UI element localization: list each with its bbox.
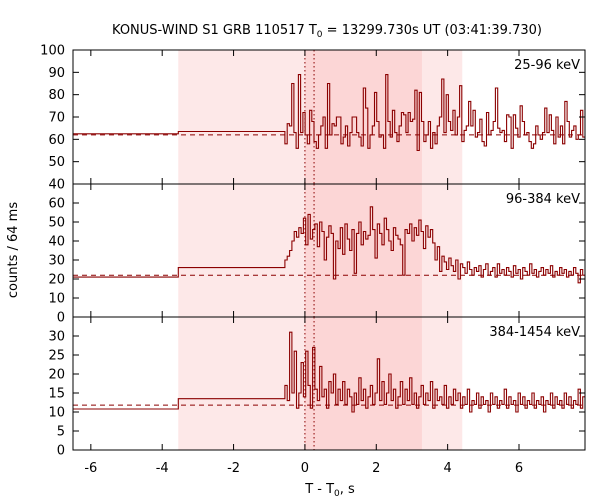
y-tick-label: 20 bbox=[48, 273, 65, 288]
y-tick-label: 90 bbox=[48, 66, 65, 81]
y-tick-label: 70 bbox=[48, 111, 65, 126]
y-tick-label: 60 bbox=[48, 197, 65, 212]
band-label: 384-1454 keV bbox=[489, 325, 580, 340]
y-tick-label: 60 bbox=[48, 133, 65, 148]
panel-1: 40 50 60 70 80 90 100 25-96 keV bbox=[40, 44, 586, 193]
band-label: 96-384 keV bbox=[506, 192, 580, 207]
chart-title: KONUS-WIND S1 GRB 110517 T0 = 13299.730s… bbox=[112, 23, 542, 40]
x-tick-label: 0 bbox=[301, 461, 309, 476]
x-tick-label: -4 bbox=[156, 461, 169, 476]
y-tick-label: 40 bbox=[48, 235, 65, 250]
y-tick-label: 10 bbox=[48, 292, 65, 307]
y-tick-label: 50 bbox=[48, 155, 65, 170]
y-tick-label: 5 bbox=[57, 425, 65, 440]
y-tick-label: 50 bbox=[48, 216, 65, 231]
y-tick-label: 30 bbox=[48, 330, 65, 345]
y-tick-label: 0 bbox=[57, 311, 65, 326]
panel-3: 0 5 10 15 20 25 30 384-1454 keV bbox=[48, 316, 586, 459]
y-tick-label: 40 bbox=[48, 178, 65, 193]
light-curve-series bbox=[73, 74, 585, 152]
x-axis-label: T - T0, s bbox=[304, 482, 355, 499]
y-tick-label: 15 bbox=[48, 387, 65, 402]
y-tick-label: 30 bbox=[48, 254, 65, 269]
light-curve-series bbox=[73, 206, 585, 284]
shaded-region-2 bbox=[304, 184, 422, 317]
light-curve-series bbox=[73, 331, 585, 413]
y-tick-label: 80 bbox=[48, 88, 65, 103]
y-tick-label: 0 bbox=[57, 444, 65, 459]
y-axis-label: counts / 64 ms bbox=[6, 202, 21, 298]
x-tick-label: -6 bbox=[84, 461, 97, 476]
x-tick-label: 4 bbox=[443, 461, 451, 476]
y-tick-label: 100 bbox=[40, 44, 65, 59]
y-tick-label: 20 bbox=[48, 368, 65, 383]
x-tick-label: 2 bbox=[372, 461, 380, 476]
panel-frame bbox=[72, 316, 586, 451]
y-tick-label: 25 bbox=[48, 349, 65, 364]
x-tick-label: 6 bbox=[515, 461, 523, 476]
x-tick-label: -2 bbox=[227, 461, 240, 476]
band-label: 25-96 keV bbox=[514, 58, 580, 73]
panel-2: 0 10 20 30 40 50 60 96-384 keV bbox=[48, 183, 586, 326]
shaded-region-2 bbox=[304, 317, 422, 450]
y-tick-label: 10 bbox=[48, 406, 65, 421]
